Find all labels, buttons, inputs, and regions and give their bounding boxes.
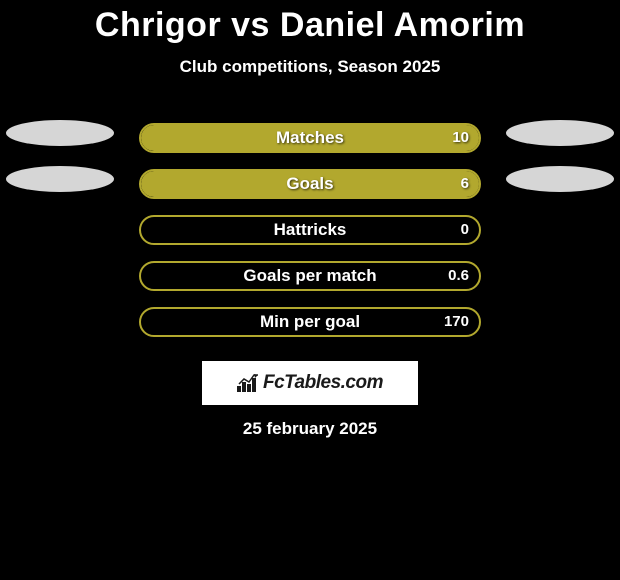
- chart-icon: [237, 374, 259, 392]
- stat-bar-track: Matches10: [139, 123, 481, 153]
- stat-row: Goals6: [0, 161, 620, 207]
- player-avatar-left: [6, 166, 114, 192]
- stat-label: Min per goal: [141, 309, 479, 335]
- stat-label: Goals per match: [141, 263, 479, 289]
- stats-bar-group: Matches10 Goals6 Hattricks0 Goals per match…: [0, 115, 620, 345]
- stat-value: 6: [461, 171, 469, 197]
- player-avatar-right: [506, 120, 614, 146]
- stat-row: Hattricks0: [0, 207, 620, 253]
- stat-value: 0: [461, 217, 469, 243]
- stat-value: 170: [444, 309, 469, 335]
- stat-bar-track: Goals per match0.6: [139, 261, 481, 291]
- stat-label: Matches: [141, 125, 479, 151]
- source-logo-box: FcTables.com: [202, 361, 418, 405]
- stat-label: Hattricks: [141, 217, 479, 243]
- stat-bar-track: Hattricks0: [139, 215, 481, 245]
- stat-value: 10: [452, 125, 469, 151]
- player-avatar-left: [6, 120, 114, 146]
- stat-value: 0.6: [448, 263, 469, 289]
- player-avatar-right: [506, 166, 614, 192]
- stat-row: Goals per match0.6: [0, 253, 620, 299]
- stat-bar-track: Min per goal170: [139, 307, 481, 337]
- page-subtitle: Club competitions, Season 2025: [0, 57, 620, 77]
- snapshot-date: 25 february 2025: [0, 419, 620, 439]
- stat-row: Min per goal170: [0, 299, 620, 345]
- stat-label: Goals: [141, 171, 479, 197]
- stat-row: Matches10: [0, 115, 620, 161]
- comparison-infographic: Chrigor vs Daniel Amorim Club competitio…: [0, 0, 620, 580]
- source-logo-text: FcTables.com: [263, 372, 383, 394]
- stat-bar-track: Goals6: [139, 169, 481, 199]
- page-title: Chrigor vs Daniel Amorim: [0, 0, 620, 45]
